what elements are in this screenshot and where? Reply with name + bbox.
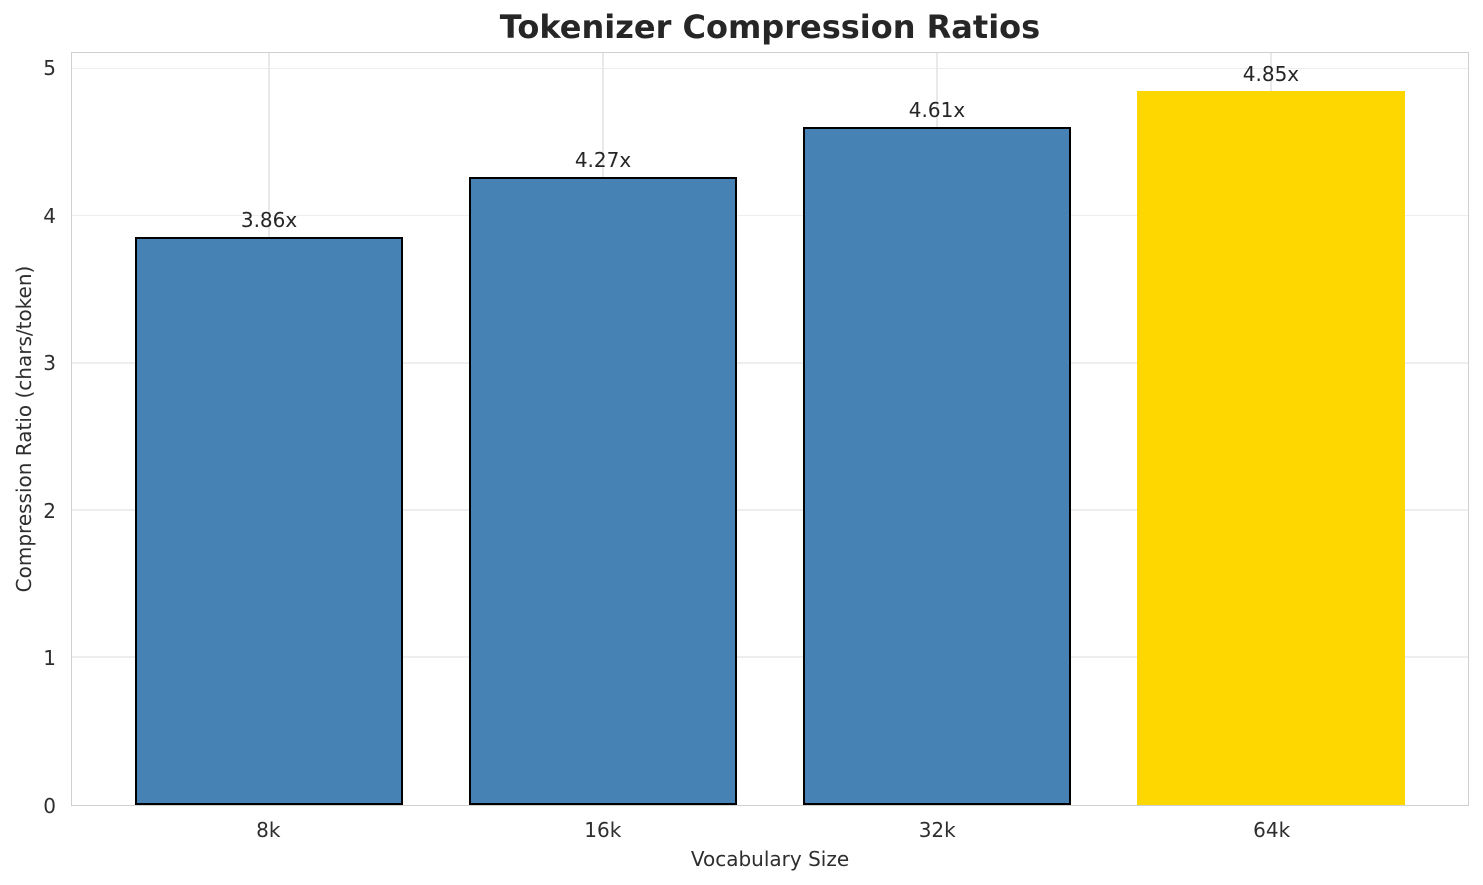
chart-title: Tokenizer Compression Ratios — [499, 8, 1041, 46]
bar-32k — [803, 126, 1071, 805]
y-tick-label: 2 — [43, 498, 56, 523]
y-tick-label: 1 — [43, 646, 56, 671]
x-tick-label: 8k — [256, 818, 281, 842]
y-gridline — [72, 214, 1468, 217]
bar-value-label: 3.86x — [240, 207, 298, 232]
y-tick-label: 3 — [43, 351, 56, 376]
y-tick-label: 0 — [43, 794, 56, 818]
y-axis-label: Compression Ratio (chars/token) — [12, 265, 36, 593]
y-gridline — [72, 362, 1468, 364]
x-axis-label: Vocabulary Size — [690, 847, 850, 871]
bar-value-label: 4.27x — [574, 147, 632, 172]
y-gridline — [72, 509, 1468, 511]
bar-64k — [1137, 91, 1405, 805]
y-tick-label: 5 — [43, 56, 56, 81]
bar-value-label: 4.85x — [1242, 62, 1300, 87]
x-tick-label: 16k — [584, 818, 622, 842]
bar-16k — [469, 176, 737, 805]
plot-area: 3.86x 4.27x 4.61x 4.85x — [71, 52, 1469, 806]
x-tick-label: 64k — [1253, 818, 1291, 842]
bar-8k — [135, 236, 403, 805]
x-tick-label: 32k — [918, 818, 956, 842]
y-gridline — [72, 67, 1468, 70]
bar-value-label: 4.61x — [908, 97, 966, 122]
y-gridline — [72, 656, 1468, 658]
y-tick-label: 4 — [43, 203, 56, 228]
